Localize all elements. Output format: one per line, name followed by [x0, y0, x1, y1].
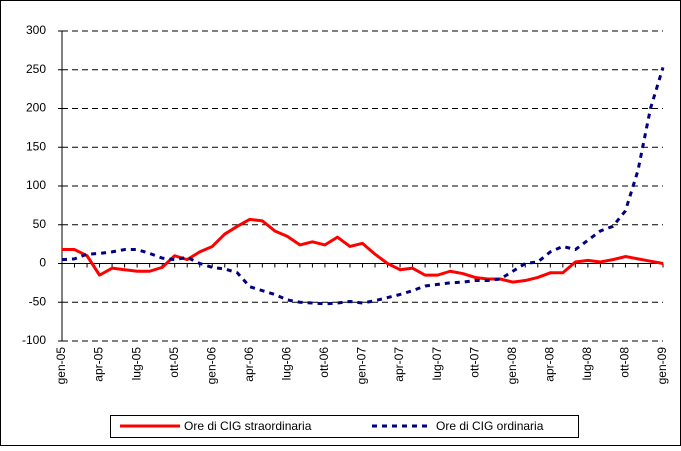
y-tick-label: -50: [29, 294, 47, 308]
x-tick-label: ott-05: [167, 347, 181, 378]
x-tick-label: apr-05: [92, 347, 106, 382]
y-tick-label: 150: [26, 139, 46, 153]
legend-box: [110, 415, 579, 438]
y-tick-label: 300: [26, 23, 46, 37]
x-tick-label: gen-08: [505, 347, 519, 385]
x-tick-label: apr-08: [542, 347, 556, 382]
x-tick-label: lug-06: [280, 347, 294, 381]
x-tick-label: ott-08: [618, 347, 632, 378]
y-tick-label: 200: [26, 101, 46, 115]
series-line: [62, 217, 664, 284]
x-tick-label: ott-06: [317, 347, 331, 378]
legend-label: Ore di CIG ordinaria: [436, 419, 544, 433]
x-tick-label: lug-07: [430, 347, 444, 381]
x-tick-label: ott-07: [467, 347, 481, 378]
x-tick-label: lug-05: [129, 347, 143, 381]
y-tick-label: 0: [39, 256, 46, 270]
x-tick-label: gen-09: [655, 347, 669, 385]
y-tick-label: 50: [33, 217, 47, 231]
x-tick-label: apr-06: [242, 347, 256, 382]
legend-label: Ore di CIG straordinaria: [184, 419, 312, 433]
x-tick-label: apr-07: [392, 347, 406, 382]
x-tick-label: gen-07: [355, 347, 369, 385]
y-tick-label: 100: [26, 178, 46, 192]
y-tick-label: 250: [26, 62, 46, 76]
y-tick-label: -100: [22, 333, 46, 347]
x-tick-label: gen-06: [204, 347, 218, 385]
series-line: [61, 66, 665, 306]
x-tick-label: lug-08: [580, 347, 594, 381]
x-tick-label: gen-05: [54, 347, 68, 385]
